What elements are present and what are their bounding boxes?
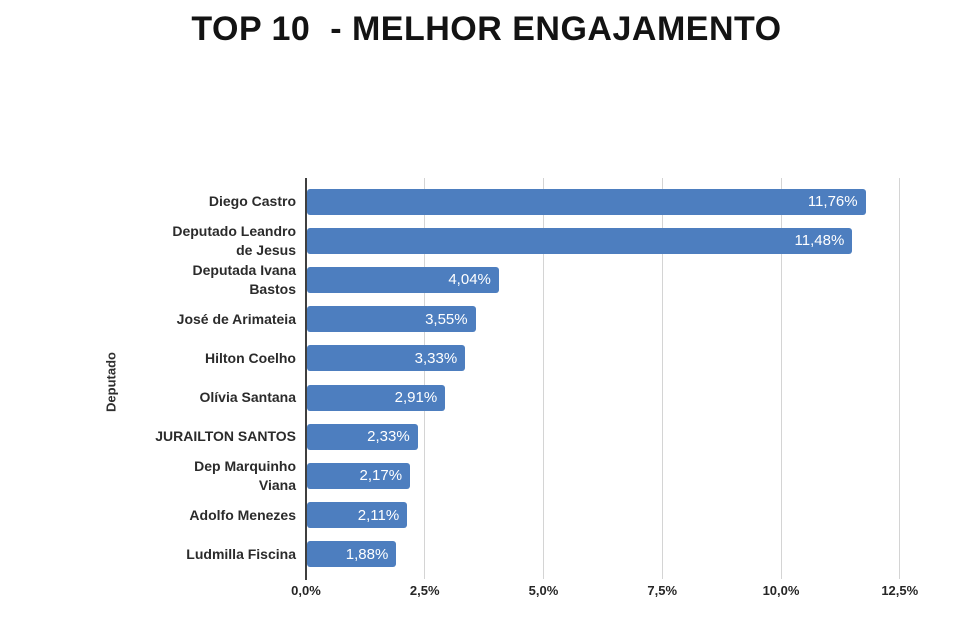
- bar-1: 11,76%: [307, 188, 866, 215]
- bar-value-label: 11,48%: [794, 232, 845, 250]
- bar-9: 2,11%: [307, 502, 408, 529]
- bar-10: 1,88%: [307, 541, 397, 568]
- bar-row: 11,76%: [306, 182, 940, 221]
- gridline-2.5: [424, 178, 426, 579]
- category-label: Adolfo Menezes: [189, 506, 296, 523]
- gridline-7.5: [661, 178, 663, 579]
- bar-2: 11,48%: [307, 227, 853, 254]
- category-label: Olívia Santana: [199, 389, 296, 406]
- x-tick-label-2,5%: 2,5%: [409, 583, 440, 598]
- category-label: José de Arimateia: [176, 310, 296, 327]
- plot-area: 11,76% 11,48% 4,04% 3,55% 3,33% 2,91% 2,33% 2,1…: [305, 178, 940, 580]
- bar-row: 2,11%: [306, 496, 940, 535]
- bar-5: 3,33%: [307, 345, 466, 372]
- bar-3: 4,04%: [307, 266, 499, 293]
- x-tick-label-5,0%: 5,0%: [528, 583, 559, 598]
- gridline-10: [780, 178, 782, 579]
- bar-value-label: 3,33%: [414, 349, 458, 367]
- category-label: JURAILTON SANTOS: [155, 428, 296, 445]
- category-label: Ludmilla Fiscina: [186, 545, 296, 562]
- y-axis-category-labels: Diego Castro Deputado Leandro de Jesus Depu…: [0, 182, 296, 574]
- gridline-12.5: [899, 178, 901, 579]
- bar-value-label: 11,76%: [807, 193, 858, 211]
- bar-row: 4,04%: [306, 260, 940, 299]
- bar-value-label: 2,33%: [367, 428, 410, 446]
- bar-value-label: 2,11%: [357, 506, 400, 524]
- bar-row: 3,33%: [306, 339, 940, 378]
- bar-6: 2,91%: [307, 384, 446, 411]
- bar-row: 1,88%: [306, 535, 940, 574]
- x-axis-tick-labels: 0,0% 2,5% 5,0% 7,5% 10,0% 12,5%: [0, 583, 973, 603]
- category-label: Deputado Leandro de Jesus: [172, 222, 296, 258]
- category-label: Deputada Ivana Bastos: [192, 262, 296, 297]
- category-label: Hilton Coelho: [205, 349, 296, 366]
- bar-row: 3,55%: [306, 300, 940, 339]
- bar-row: 2,33%: [306, 417, 940, 456]
- bar-value-label: 1,88%: [345, 545, 389, 563]
- chart-title: TOP 10 - MELHOR ENGAJAMENTO: [191, 10, 782, 48]
- bar-8: 2,17%: [307, 462, 411, 489]
- gridline-5: [543, 178, 544, 579]
- x-tick-label-7,5%: 7,5%: [647, 583, 678, 598]
- category-label: Diego Castro: [208, 193, 296, 210]
- y-axis-line: [305, 178, 307, 580]
- bar-7: 2,33%: [307, 423, 418, 450]
- bar-row: 2,17%: [306, 456, 940, 495]
- bar-4: 3,55%: [307, 306, 476, 333]
- bar-value-label: 3,55%: [425, 310, 468, 328]
- x-tick-label-10,0%: 10,0%: [762, 583, 800, 598]
- x-tick-label-0,0%: 0,0%: [291, 583, 321, 598]
- x-tick-label-12,5%: 12,5%: [881, 583, 919, 598]
- bar-value-label: 2,17%: [359, 467, 403, 485]
- bar-value-label: 4,04%: [448, 271, 491, 289]
- bar-row: 11,48%: [306, 221, 940, 260]
- bar-row: 2,91%: [306, 378, 940, 417]
- category-label: Dep Marquinho Viana: [194, 458, 296, 493]
- bar-value-label: 2,91%: [394, 389, 438, 407]
